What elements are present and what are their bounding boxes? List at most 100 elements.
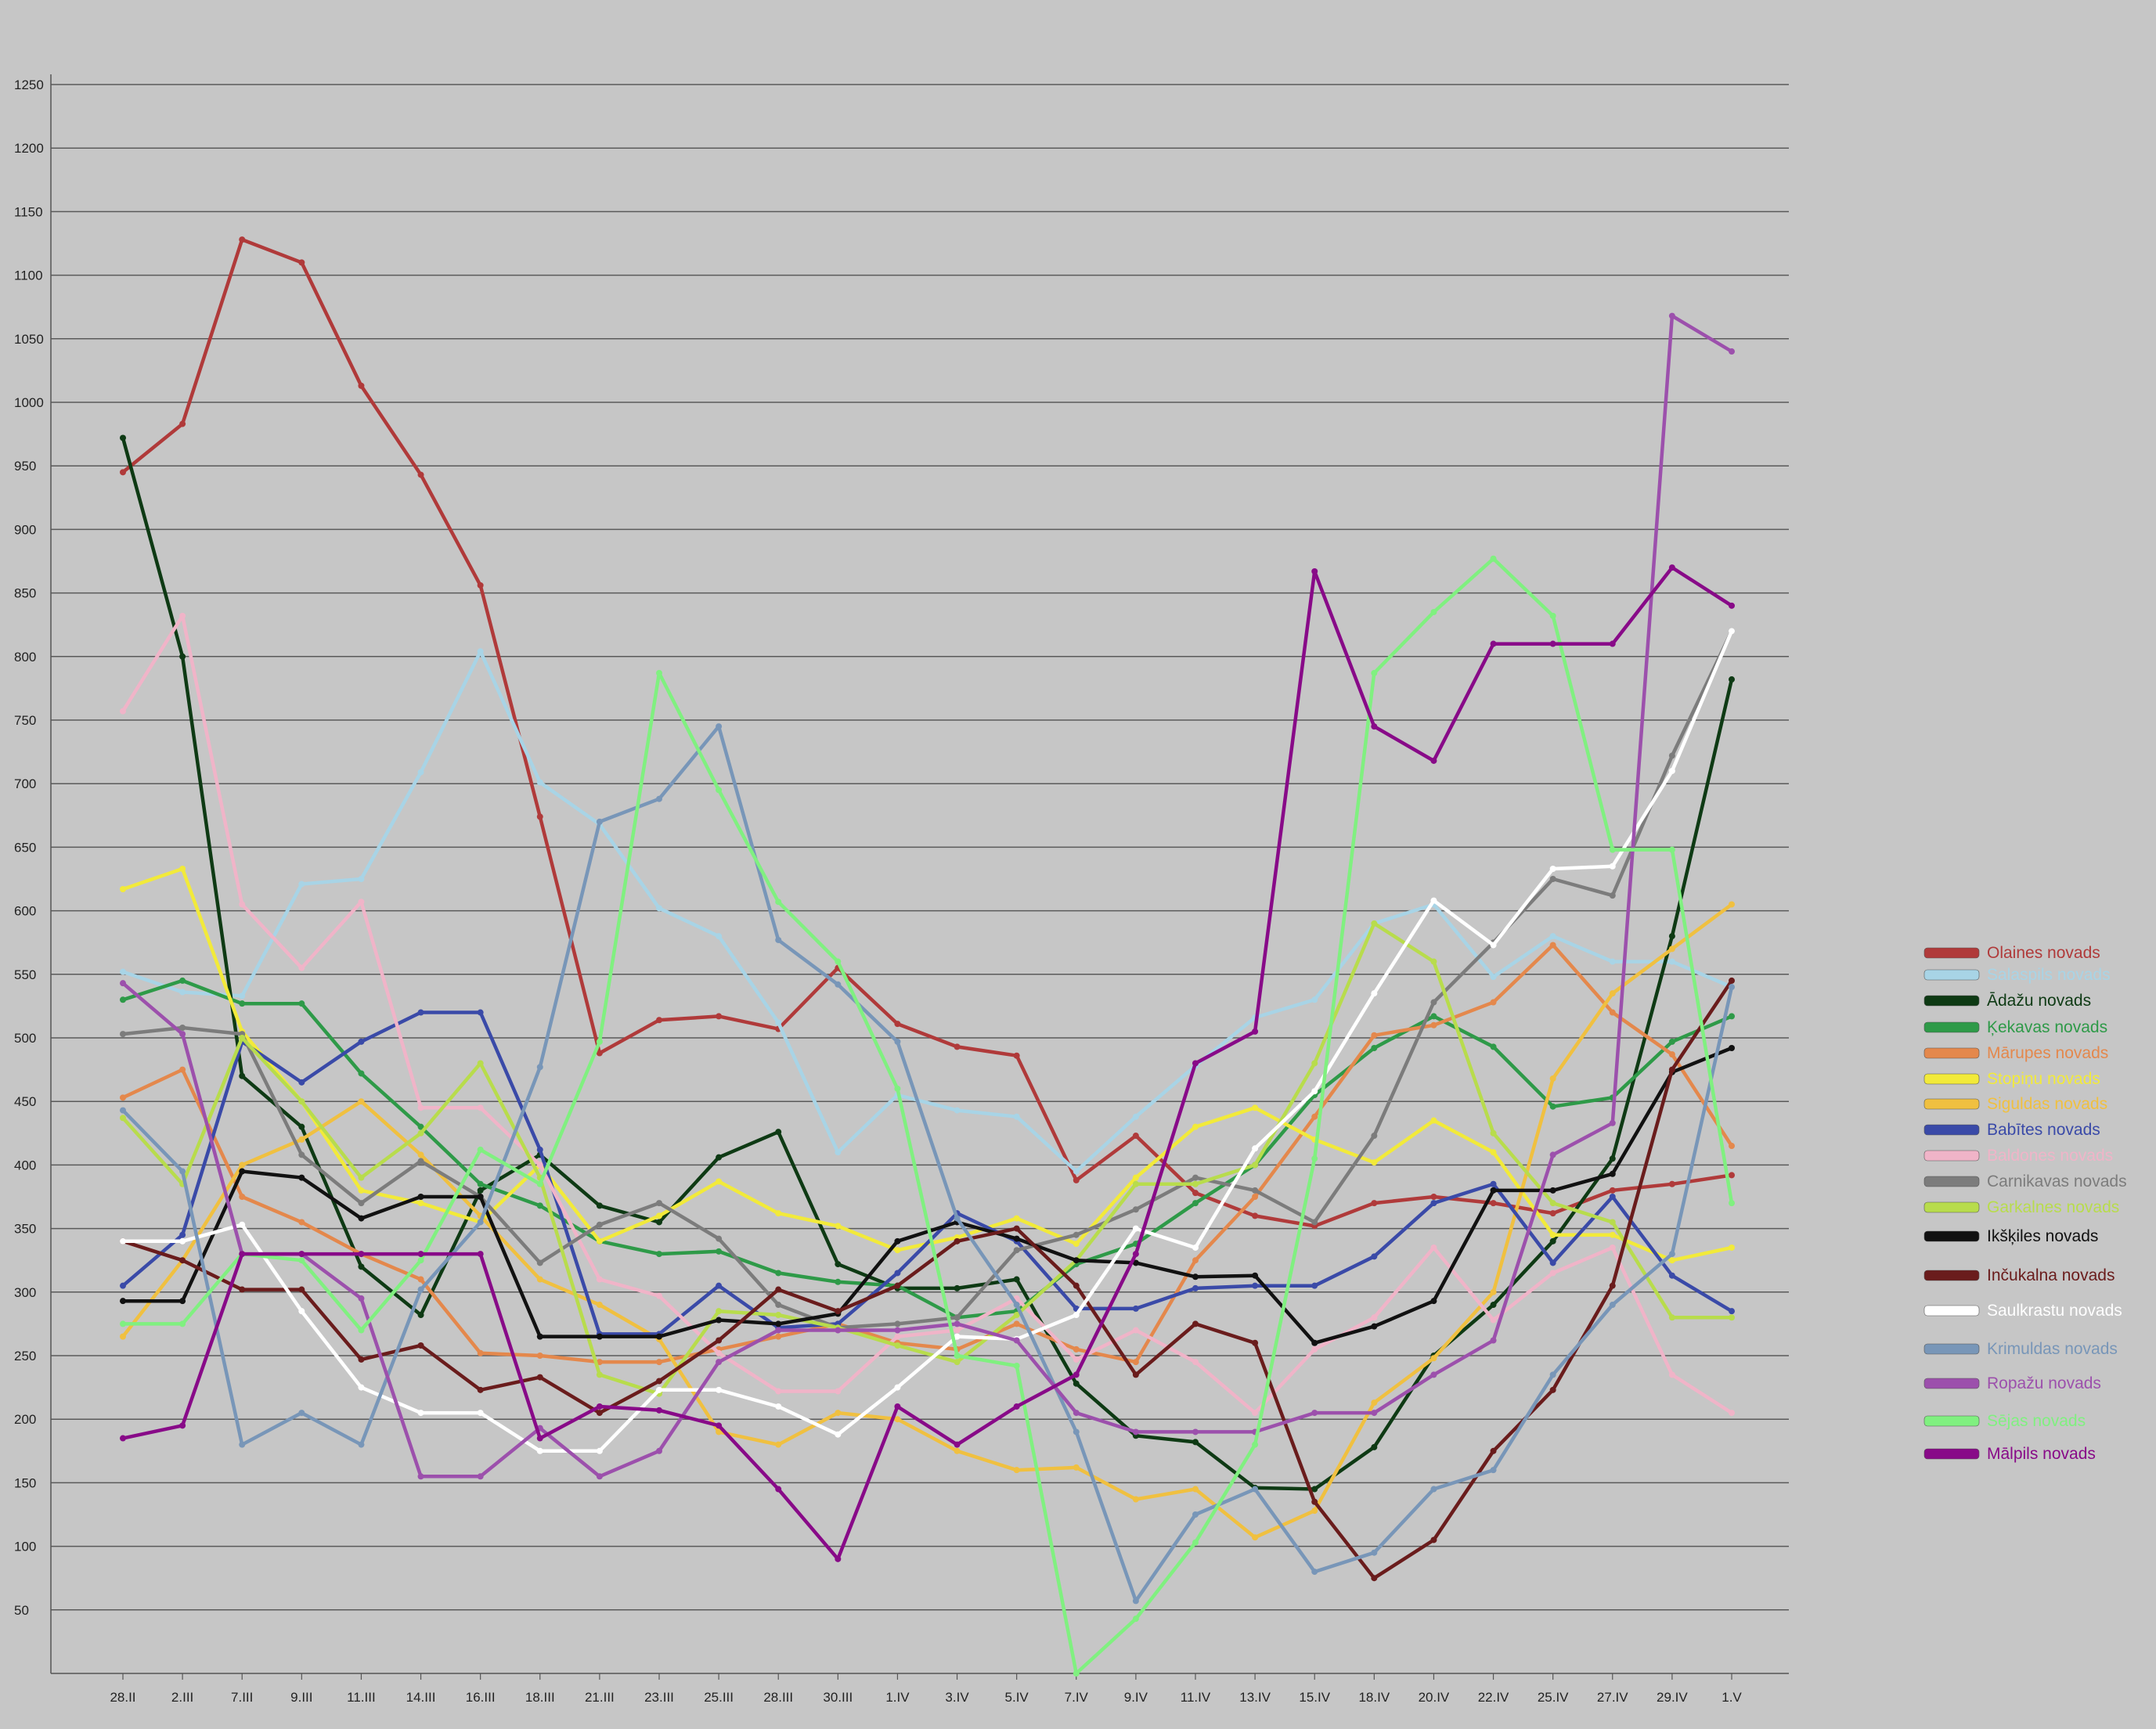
data-point-12-11 — [716, 1317, 723, 1324]
data-point-2-15 — [954, 1107, 961, 1114]
data-point-12-7 — [477, 1194, 484, 1200]
data-point-18-15 — [954, 1441, 961, 1448]
data-point-2-12 — [775, 1019, 782, 1026]
y-tick-label-1150: 1150 — [14, 204, 43, 219]
data-point-2-5 — [358, 876, 365, 882]
data-point-1-23 — [1430, 1194, 1437, 1200]
data-point-9-20 — [1252, 1410, 1259, 1417]
series-line-14 — [121, 629, 1734, 1453]
data-point-1-9 — [596, 1050, 603, 1057]
data-point-16-26 — [1609, 1119, 1616, 1126]
data-point-10-2 — [179, 1025, 186, 1032]
data-point-9-4 — [298, 964, 305, 971]
data-point-7-25 — [1549, 1075, 1556, 1082]
data-point-12-12 — [775, 1320, 782, 1327]
data-point-16-10 — [656, 1447, 662, 1454]
legend-swatch-14 — [1923, 1305, 1980, 1317]
x-tick-label-20: 15.IV — [1299, 1690, 1330, 1705]
data-point-8-27 — [1668, 1272, 1675, 1279]
legend-label-12: Ikšķiles novads — [1987, 1227, 2098, 1245]
data-point-7-14 — [894, 1416, 901, 1423]
data-point-11-7 — [477, 1060, 484, 1067]
data-point-11-27 — [1668, 1314, 1675, 1321]
data-point-12-9 — [596, 1333, 603, 1340]
data-point-17-15 — [954, 1353, 961, 1359]
x-tick-label-1: 2.III — [171, 1690, 193, 1705]
data-point-14-28 — [1729, 628, 1735, 635]
data-point-15-16 — [1013, 1302, 1020, 1309]
data-point-17-25 — [1549, 612, 1556, 619]
data-point-5-28 — [1729, 1143, 1735, 1150]
data-point-9-6 — [417, 1104, 424, 1111]
series-14 — [120, 628, 1735, 1454]
data-point-10-4 — [298, 1151, 305, 1158]
data-point-9-21 — [1311, 1345, 1318, 1353]
data-point-11-4 — [298, 1098, 305, 1105]
data-point-15-13 — [835, 981, 842, 988]
data-point-6-27 — [1668, 1257, 1675, 1264]
data-point-7-23 — [1430, 1355, 1437, 1362]
data-point-4-19 — [1192, 1200, 1199, 1207]
data-point-14-10 — [656, 1386, 662, 1393]
y-tick-label-1050: 1050 — [14, 332, 44, 347]
data-point-11-24 — [1490, 1129, 1497, 1136]
data-point-18-16 — [1013, 1403, 1020, 1410]
data-point-1-5 — [358, 382, 365, 389]
x-tick-label-16: 7.IV — [1065, 1690, 1089, 1705]
data-point-7-12 — [775, 1441, 782, 1448]
data-point-14-17 — [1073, 1312, 1080, 1319]
y-tick-label-200: 200 — [14, 1412, 36, 1427]
data-point-15-7 — [477, 1219, 484, 1226]
data-point-18-1 — [120, 1435, 126, 1442]
data-point-13-2 — [179, 1257, 186, 1264]
data-point-14-19 — [1192, 1244, 1199, 1251]
series-line-10 — [121, 629, 1734, 1330]
data-point-18-26 — [1609, 640, 1616, 647]
legend-label-2: Salaspils novads — [1987, 966, 2111, 984]
axes — [50, 74, 1789, 1680]
data-point-16-12 — [775, 1327, 782, 1334]
data-point-3-16 — [1013, 1276, 1020, 1283]
data-point-3-15 — [954, 1284, 961, 1291]
data-point-13-6 — [417, 1342, 424, 1349]
data-point-17-17 — [1073, 1670, 1080, 1677]
x-tick-label-21: 18.IV — [1358, 1690, 1390, 1705]
legend-swatch-6 — [1923, 1073, 1980, 1085]
data-point-18-3 — [239, 1251, 246, 1258]
data-point-18-19 — [1192, 1060, 1199, 1067]
x-tick-label-3: 9.III — [290, 1690, 312, 1705]
data-point-14-25 — [1549, 866, 1556, 873]
data-point-9-28 — [1729, 1410, 1735, 1417]
data-point-13-26 — [1609, 1282, 1616, 1289]
data-point-6-25 — [1549, 1231, 1556, 1238]
y-tick-label-600: 600 — [14, 904, 36, 919]
data-point-15-18 — [1132, 1598, 1139, 1605]
data-point-18-28 — [1729, 602, 1735, 609]
series-line-1 — [121, 237, 1734, 1228]
data-point-8-8 — [536, 1146, 543, 1153]
data-point-10-11 — [716, 1235, 723, 1242]
data-point-4-22 — [1371, 1044, 1378, 1051]
x-tick-label-5: 14.III — [406, 1690, 436, 1705]
data-point-15-10 — [656, 795, 662, 802]
data-point-1-10 — [656, 1017, 662, 1024]
data-point-11-15 — [954, 1359, 961, 1366]
data-point-5-3 — [239, 1194, 246, 1200]
data-point-10-9 — [596, 1221, 603, 1228]
y-tick-label-400: 400 — [14, 1158, 36, 1172]
legend-label-10: Carnikavas novads — [1987, 1172, 2127, 1190]
data-point-3-19 — [1192, 1439, 1199, 1446]
data-point-13-19 — [1192, 1320, 1199, 1327]
data-point-6-11 — [716, 1178, 723, 1185]
data-point-16-24 — [1490, 1337, 1497, 1344]
data-point-9-25 — [1549, 1270, 1556, 1277]
y-tick-label-100: 100 — [14, 1540, 36, 1554]
data-point-11-22 — [1371, 920, 1378, 927]
data-point-18-5 — [358, 1251, 365, 1258]
x-tick-label-18: 11.IV — [1181, 1690, 1211, 1705]
data-point-5-4 — [298, 1219, 305, 1226]
data-point-18-11 — [716, 1422, 723, 1429]
data-point-14-27 — [1668, 767, 1675, 774]
data-point-16-9 — [596, 1473, 603, 1480]
data-point-12-19 — [1192, 1273, 1199, 1281]
